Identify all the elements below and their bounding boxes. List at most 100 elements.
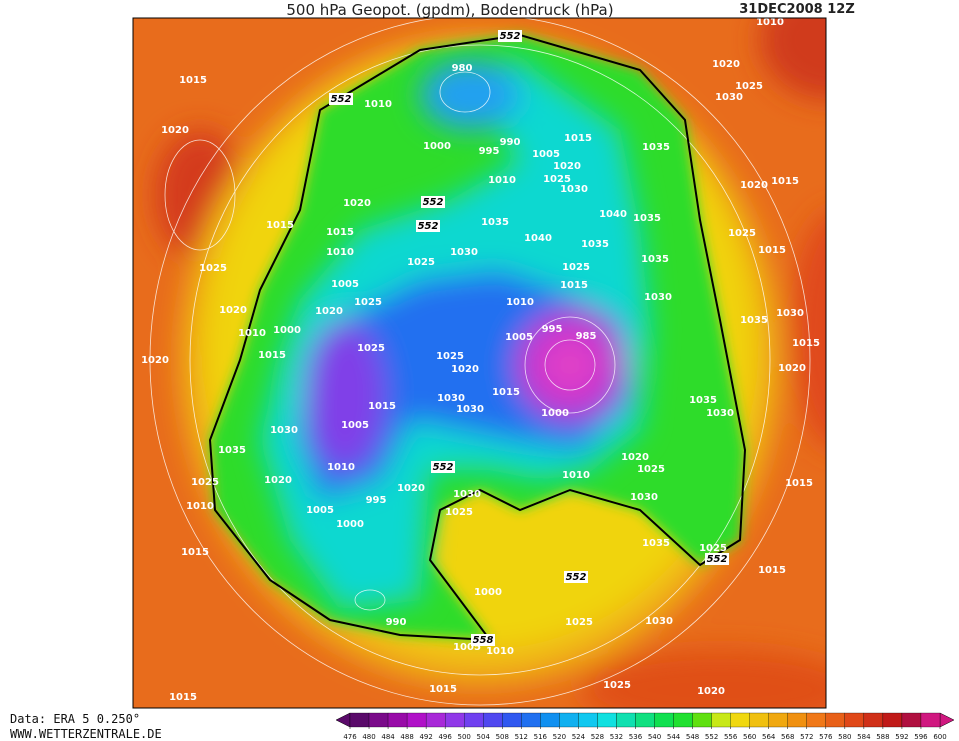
colorbar-tick-label: 576 [819,733,833,741]
colorbar-tick-label: 516 [534,733,548,741]
isobar-label: 1025 [407,257,435,268]
colorbar-swatch [559,712,579,728]
geopotential-label-box [431,461,455,473]
isobar-label: 1025 [436,351,464,362]
colorbar-tick-label: 544 [667,733,681,741]
isobar-label: 1035 [481,217,509,228]
isobar-label: 1030 [456,404,484,415]
isobar-label: 1030 [644,292,672,303]
isobar-label: 1030 [437,393,465,404]
isobar-label: 1030 [706,408,734,419]
colorbar-swatch [406,712,427,728]
isobar-label: 1010 [327,462,355,473]
isobar-label: 1015 [758,245,786,256]
isobar-label: 1020 [697,686,725,697]
title: 500 hPa Geopot. (gpdm), Bodendruck (hPa) [286,1,613,19]
geopotential-label: 552 [423,197,444,208]
isobar-label: 1010 [506,297,534,308]
geopotential-label-box [416,220,440,232]
isobar-label: 1010 [186,501,214,512]
colorbar-tick-label: 536 [629,733,643,741]
isobar-label: 1030 [560,184,588,195]
colorbar-swatch [578,712,598,728]
geopotential-label: 552 [418,221,439,232]
date: 31DEC2008 12Z [739,2,855,17]
colorbar-tick-label: 560 [743,733,756,741]
isobar-label: 1005 [505,332,533,343]
colorbar-swatch [825,712,845,728]
isobar-label: 1000 [336,519,364,530]
isobar-label: 1015 [258,350,286,361]
colorbar-tick-label: 588 [876,733,889,741]
colorbar-tick-label: 564 [762,733,776,741]
isobar-label: 1025 [637,464,665,475]
colorbar-tick-label: 512 [515,733,528,741]
colorbar-tick-label: 532 [610,733,623,741]
isobar-label: 1015 [792,338,820,349]
colorbar-swatch [768,712,788,728]
colorbar-tick-label: 540 [648,733,661,741]
isobar-label: 1015 [492,387,520,398]
isobar-label: 1015 [758,565,786,576]
isobar-label: 1020 [343,198,371,209]
isobar-label: 1005 [532,149,560,160]
colorbar-swatch [711,712,731,728]
colorbar-swatch [502,712,522,728]
isobar-label: 990 [500,137,521,148]
colorbar-tick-label: 504 [477,733,491,741]
isobar-label: 1015 [564,133,592,144]
isobar-label: 1025 [445,507,473,518]
isobar-label: 1035 [218,445,246,456]
isobar-label: 1030 [270,425,298,436]
isobar-label: 1025 [562,262,590,273]
colorbar-swatch [901,712,922,728]
geopotential-label-box [329,93,353,105]
colorbar-tick-label: 524 [572,733,586,741]
colorbar-arrow-high [939,712,955,728]
isobar-label: 1010 [326,247,354,258]
isobar-label: 1025 [728,228,756,239]
isobar-label: 1020 [264,475,292,486]
colorbar-swatch [597,712,617,728]
colorbar-tick-label: 476 [343,733,357,741]
isobar-label: 1030 [715,92,743,103]
geopotential-label: 558 [473,635,494,646]
isobar-label: 1000 [273,325,301,336]
isobar-label: 1015 [169,692,197,703]
isobar-label: 1020 [315,306,343,317]
colorbar-swatch [425,712,446,728]
geopotential-label: 552 [500,31,521,42]
isobar-label: 1015 [326,227,354,238]
colorbar-swatch [673,712,693,728]
isobar-label: 1020 [397,483,425,494]
colorbar-tick-label: 584 [857,733,871,741]
colorbar-swatch [692,712,712,728]
colorbar-swatch [387,712,408,728]
isobar-label: 1010 [364,99,392,110]
isobar-label: 1015 [266,220,294,231]
colorbar-swatch [654,712,674,728]
colorbar-swatch [920,712,941,728]
isobar-label: 995 [479,146,500,157]
isobar-label: 1015 [429,684,457,695]
colorbar-arrow-low [335,712,351,728]
colorbar-swatch [368,712,389,728]
geopotential-label-box [564,571,588,583]
isobar-label: 1030 [645,616,673,627]
isobar-label: 1000 [423,141,451,152]
map: 1015 1020 1025 1020 1020 1035 1025 1010 1015 1015… [133,18,826,708]
isobar-label: 1025 [357,343,385,354]
colorbar-tick-label: 568 [781,733,794,741]
isobar-label: 1005 [306,505,334,516]
isobar-label: 1025 [565,617,593,628]
isobar-label: 1025 [543,174,571,185]
isobar-label: 1025 [191,477,219,488]
colorbar-tick-label: 528 [591,733,604,741]
isobar-label: 1005 [453,642,481,653]
isobar-label: 1035 [581,239,609,250]
colorbar-tick-label: 580 [838,733,851,741]
isobar-label: 1015 [368,401,396,412]
colorbar-tick-label: 556 [724,733,738,741]
geopotential-label: 552 [707,554,728,565]
